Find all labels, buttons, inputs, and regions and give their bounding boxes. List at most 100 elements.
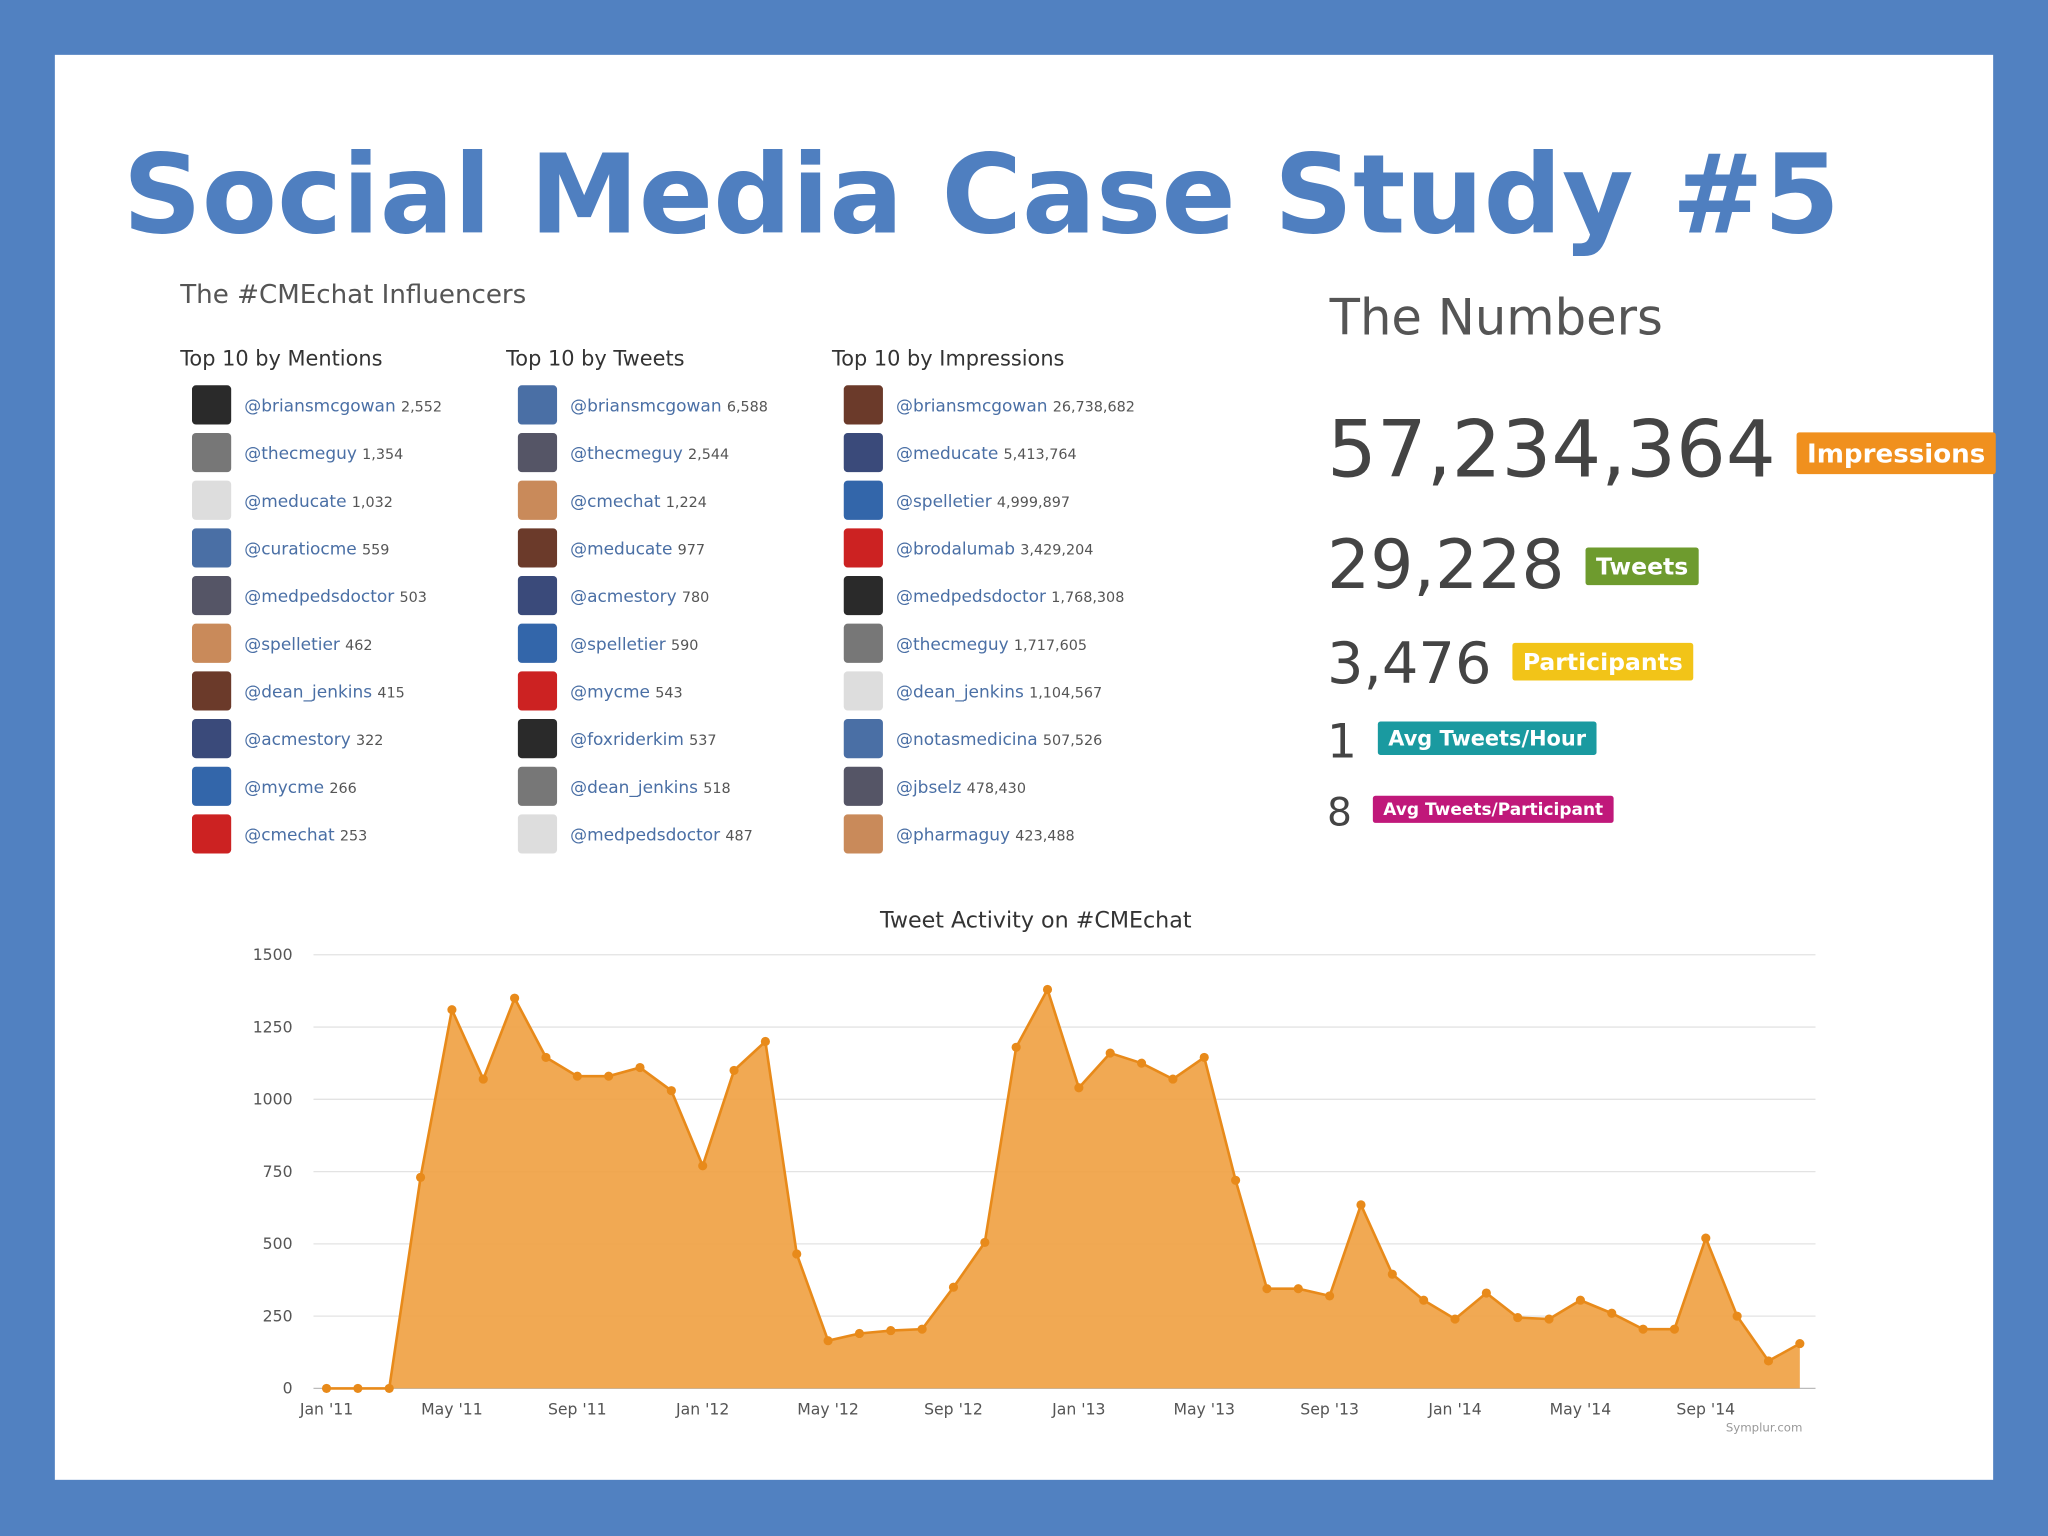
data-point — [353, 1383, 363, 1393]
avatar — [843, 480, 883, 520]
avatar — [192, 576, 232, 616]
handle-entry: @meducate 5,413,764 — [896, 444, 1077, 464]
avatar — [517, 385, 558, 425]
avatar — [517, 432, 558, 473]
handle: @thecmeguy — [896, 635, 1009, 655]
x-tick-label: Sep '14 — [1676, 1400, 1735, 1419]
handle-entry: @briansmcgowan 26,738,682 — [896, 396, 1135, 416]
count: 462 — [345, 638, 372, 654]
avatar — [192, 432, 232, 473]
column-heading: Top 10 by Tweets — [505, 347, 684, 371]
data-point — [1513, 1313, 1523, 1323]
x-tick-label: Sep '13 — [1300, 1400, 1359, 1419]
number-value: 29,228 — [1327, 526, 1565, 605]
handle: @acmestory — [570, 587, 677, 607]
number-label: Tweets — [1596, 553, 1688, 581]
data-point — [1105, 1048, 1115, 1058]
column-heading: Top 10 by Impressions — [831, 347, 1064, 371]
data-point — [1419, 1295, 1429, 1305]
count: 478,430 — [967, 781, 1026, 797]
handle: @thecmeguy — [570, 444, 683, 464]
avatar — [192, 719, 232, 759]
handle-entry: @thecmeguy 1,717,605 — [896, 635, 1087, 655]
data-point — [792, 1249, 802, 1259]
data-point — [729, 1065, 739, 1075]
count: 5,413,764 — [1004, 447, 1077, 463]
data-point — [886, 1326, 896, 1336]
avatar — [843, 766, 883, 806]
data-point — [1795, 1339, 1805, 1349]
number-value: 3,476 — [1327, 630, 1491, 697]
handle: @mycme — [570, 682, 650, 702]
avatar — [517, 671, 558, 711]
handle-entry: @mycme 266 — [244, 778, 356, 798]
data-point — [321, 1383, 332, 1393]
data-point — [1607, 1308, 1617, 1318]
avatar — [843, 432, 883, 473]
number-label: Avg Tweets/Hour — [1388, 727, 1586, 751]
count: 590 — [671, 638, 698, 654]
x-tick-label: Jan '13 — [1051, 1400, 1105, 1419]
number-label: Avg Tweets/Participant — [1383, 800, 1603, 820]
data-point — [604, 1071, 614, 1081]
data-point — [854, 1328, 864, 1339]
count: 266 — [329, 781, 356, 797]
avatar — [843, 528, 883, 568]
data-point — [1136, 1058, 1147, 1068]
handle-entry: @briansmcgowan 6,588 — [570, 396, 768, 416]
avatar — [843, 623, 883, 663]
count: 26,738,682 — [1053, 399, 1135, 415]
handle-entry: @jbselz 478,430 — [896, 778, 1026, 798]
handle: @dean_jenkins — [570, 778, 698, 798]
handle-entry: @briansmcgowan 2,552 — [244, 396, 442, 416]
number-badge — [1796, 432, 1996, 475]
data-point — [1481, 1288, 1491, 1298]
influencers-heading: The #CMEchat Influencers — [179, 280, 526, 310]
x-tick-label: Jan '12 — [675, 1400, 729, 1419]
data-point — [478, 1074, 488, 1084]
data-point — [1450, 1314, 1460, 1324]
data-point — [416, 1172, 426, 1182]
number-badge — [1512, 642, 1694, 681]
data-point — [980, 1237, 990, 1247]
column-heading: Top 10 by Mentions — [179, 347, 382, 371]
count: 1,224 — [666, 495, 707, 511]
handle-entry: @foxriderkim 537 — [570, 730, 716, 750]
handle-entry: @dean_jenkins 415 — [244, 682, 405, 702]
handle: @cmechat — [244, 825, 335, 845]
handle: @spelletier — [244, 635, 340, 655]
data-point — [1231, 1175, 1241, 1185]
y-tick-label: 1250 — [253, 1017, 293, 1036]
x-tick-label: Sep '11 — [548, 1400, 607, 1419]
data-point — [384, 1383, 394, 1393]
handle-entry: @brodalumab 3,429,204 — [896, 539, 1093, 559]
avatar — [517, 480, 558, 520]
data-point — [1293, 1284, 1303, 1294]
handle: @acmestory — [244, 730, 351, 750]
number-badge — [1372, 795, 1614, 823]
x-tick-label: May '11 — [421, 1400, 483, 1419]
data-point — [760, 1036, 770, 1047]
data-point — [698, 1161, 708, 1171]
count: 423,488 — [1015, 828, 1074, 844]
count: 1,768,308 — [1051, 590, 1124, 606]
avatar — [843, 576, 883, 616]
data-point — [1042, 984, 1053, 995]
numbers-heading: The Numbers — [1329, 288, 1663, 346]
data-point — [823, 1336, 833, 1346]
number-label: Participants — [1523, 648, 1683, 676]
handle: @thecmeguy — [244, 444, 357, 464]
count: 543 — [655, 685, 682, 701]
handle-entry: @pharmaguy 423,488 — [896, 825, 1075, 845]
handle: @briansmcgowan — [244, 396, 395, 416]
data-point — [572, 1071, 582, 1081]
count: 2,552 — [401, 399, 442, 415]
avatar — [517, 623, 558, 663]
handle: @spelletier — [896, 492, 992, 512]
handle: @jbselz — [896, 778, 961, 798]
data-point — [1074, 1083, 1084, 1093]
handle-entry: @spelletier 462 — [244, 635, 372, 655]
count: 2,544 — [688, 447, 729, 463]
data-point — [447, 1005, 457, 1015]
